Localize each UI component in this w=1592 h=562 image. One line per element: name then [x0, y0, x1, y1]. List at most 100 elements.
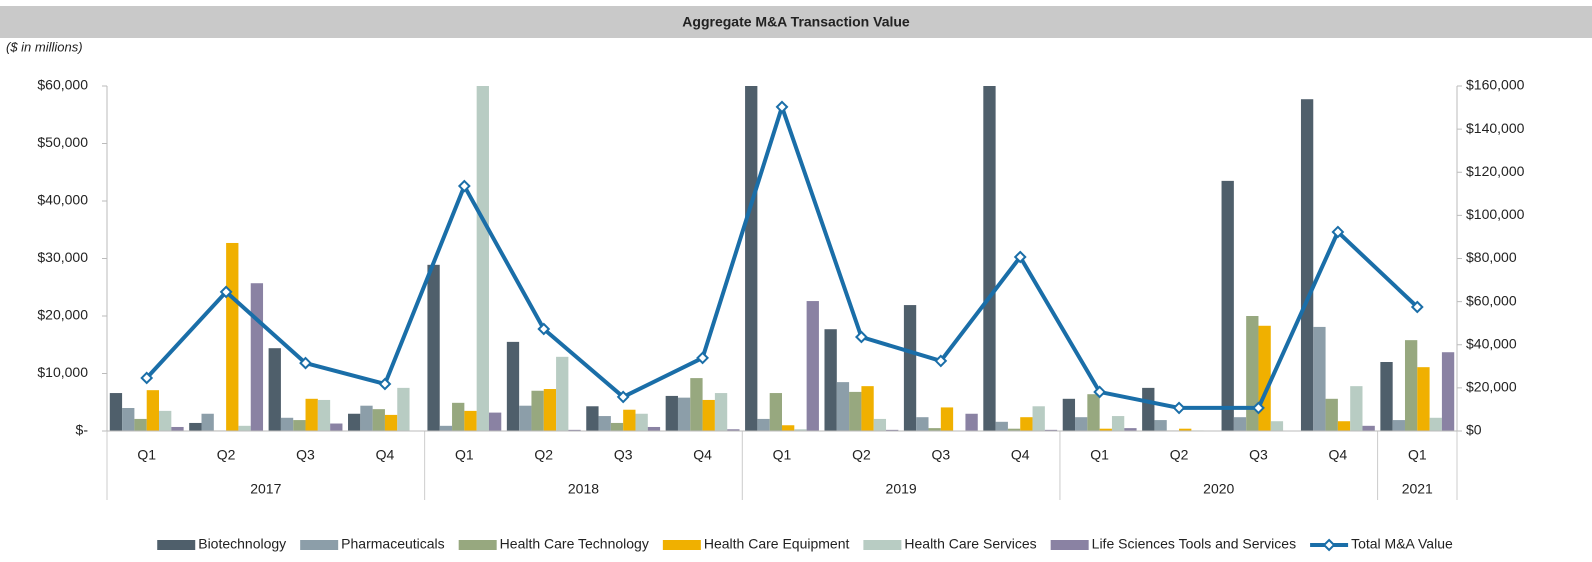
bar [1221, 180, 1234, 431]
bar [782, 425, 795, 431]
bar [1062, 398, 1076, 431]
y-tick-label: $20,000 [37, 307, 88, 323]
bar [464, 410, 477, 431]
x-tick-label: Q4 [1011, 447, 1030, 463]
bar [1270, 421, 1284, 431]
bar [665, 395, 678, 431]
bar [1337, 421, 1351, 431]
bar [702, 399, 715, 431]
bar [1392, 420, 1405, 431]
bar [824, 329, 837, 431]
bar [647, 426, 661, 431]
bar [146, 390, 160, 431]
bar [360, 405, 373, 431]
bar [1350, 386, 1363, 431]
bar [886, 429, 899, 431]
bar [849, 391, 862, 431]
bar [903, 305, 917, 431]
bar [623, 409, 636, 431]
y2-tick-label: $20,000 [1466, 379, 1517, 395]
legend-label: Life Sciences Tools and Services [1092, 536, 1296, 552]
subtitle: ($ in millions) [6, 39, 83, 54]
y2-tick-label: $100,000 [1466, 206, 1525, 222]
bar [171, 426, 184, 431]
line-marker [537, 322, 551, 336]
bar [965, 413, 978, 431]
bar [714, 393, 728, 431]
x-tick-label: Q3 [296, 447, 315, 463]
bar [1429, 417, 1442, 431]
y-tick-label: $50,000 [37, 134, 88, 150]
bar [586, 406, 599, 431]
bar [330, 423, 343, 431]
x-tick-label: Q1 [1408, 447, 1427, 463]
y-tick-label: $40,000 [37, 192, 88, 208]
bar [109, 393, 123, 431]
x-tick-label: Q2 [852, 447, 871, 463]
bar [293, 420, 306, 431]
title-bar [0, 6, 1592, 38]
bar [1142, 387, 1155, 431]
x-tick-label: Q2 [534, 447, 553, 463]
bar [543, 389, 557, 431]
line-marker [378, 377, 392, 391]
legend-label: Health Care Technology [500, 536, 649, 552]
bar [506, 341, 520, 431]
x-tick-label: Q3 [931, 447, 950, 463]
x-tick-label: Q4 [376, 447, 395, 463]
bar [677, 397, 691, 431]
bar [476, 86, 489, 431]
legend-swatch [157, 540, 196, 550]
bar [556, 356, 569, 431]
line-marker [299, 356, 312, 370]
line-marker [696, 351, 710, 365]
bar [372, 409, 385, 431]
bar [1075, 417, 1088, 431]
bar [727, 429, 740, 431]
bar [1404, 340, 1418, 431]
chart-title: Aggregate M&A Transaction Value [682, 14, 910, 30]
x-tick-label: Q1 [137, 447, 156, 463]
legend-swatch [458, 540, 497, 550]
bar [861, 386, 874, 431]
bar [250, 283, 264, 431]
bar [794, 429, 807, 431]
bar [201, 413, 214, 431]
bar [1007, 428, 1021, 431]
bar [531, 390, 544, 431]
x-tick-label: Q1 [773, 447, 792, 463]
bar [1246, 316, 1259, 431]
bar [280, 417, 294, 431]
line-marker [775, 100, 789, 114]
bar [806, 301, 819, 431]
legend-label: Pharmaceuticals [341, 536, 445, 552]
x-tick-label: Q3 [614, 447, 633, 463]
bar [317, 399, 331, 431]
legend-swatch [662, 540, 701, 550]
bar [397, 387, 410, 431]
bar [305, 398, 318, 431]
bar [1313, 326, 1326, 431]
bar [427, 264, 440, 431]
y2-tick-label: $80,000 [1466, 249, 1517, 265]
bar [439, 425, 453, 431]
bar [1233, 417, 1247, 431]
bar [1032, 406, 1045, 431]
x-tick-label: Q4 [693, 447, 712, 463]
bar [1325, 398, 1338, 431]
bar [873, 418, 887, 431]
y-tick-label: $10,000 [37, 364, 88, 380]
line-marker [1410, 300, 1424, 314]
legend-label: Total M&A Value [1351, 536, 1453, 552]
bar [1362, 425, 1375, 431]
y2-tick-label: $40,000 [1466, 335, 1517, 351]
x-tick-label: Q1 [455, 447, 474, 463]
bar [1179, 428, 1192, 431]
bar [610, 422, 624, 431]
bar [1111, 416, 1125, 431]
bar [836, 382, 850, 431]
bar [1441, 352, 1455, 431]
x-tick-label: Q2 [217, 447, 236, 463]
bar [1099, 428, 1112, 431]
